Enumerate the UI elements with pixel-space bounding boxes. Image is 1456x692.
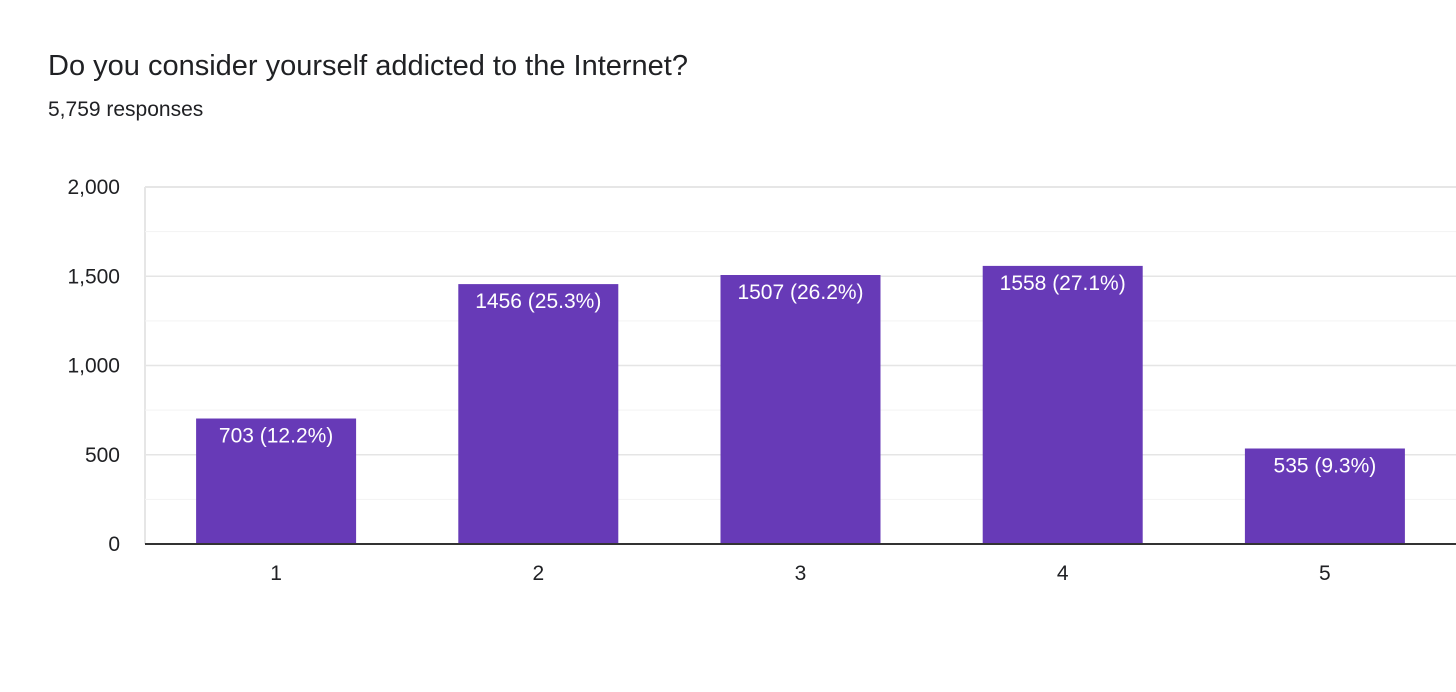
y-tick-label: 1,500 [67, 265, 120, 288]
bar-data-label: 1507 (26.2%) [737, 281, 863, 304]
bar-data-label: 1558 (27.1%) [1000, 272, 1126, 295]
bar [1244, 448, 1405, 544]
response-count: 5,759 responses [48, 98, 204, 121]
bar-data-label: 1456 (25.3%) [475, 290, 601, 313]
x-tick-label: 5 [1319, 562, 1331, 585]
chart-title: Do you consider yourself addicted to the… [48, 50, 688, 82]
bar [720, 275, 881, 544]
y-tick-label: 0 [108, 533, 120, 556]
y-tick-label: 2,000 [67, 176, 120, 199]
bar [196, 418, 357, 544]
bar-data-label: 535 (9.3%) [1274, 455, 1377, 478]
x-tick-label: 1 [270, 562, 282, 585]
y-tick-label: 1,000 [67, 355, 120, 378]
x-tick-label: 4 [1057, 562, 1069, 585]
bar [458, 284, 619, 544]
y-tick-label: 500 [85, 444, 120, 467]
x-tick-label: 3 [795, 562, 807, 585]
bar-data-label: 703 (12.2%) [219, 425, 333, 448]
x-tick-label: 2 [532, 562, 544, 585]
bar [982, 265, 1143, 544]
